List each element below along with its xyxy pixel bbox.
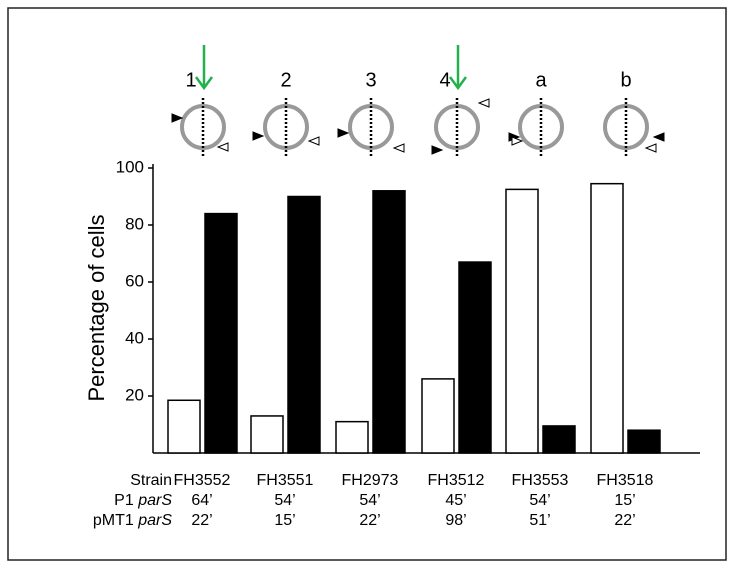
bar [459, 262, 491, 453]
bar [336, 422, 368, 453]
pars-marker [338, 129, 348, 137]
bar [205, 214, 237, 453]
table-cell: 45’ [445, 492, 466, 509]
table-cell: 54’ [529, 492, 550, 509]
x-tick-label: FH3518 [597, 472, 654, 489]
y-tick-label: 40 [125, 328, 144, 347]
row-label: P1 parS [114, 492, 172, 509]
diagram-label: b [620, 69, 631, 91]
pars-marker [646, 144, 656, 152]
bar [628, 430, 660, 453]
row-label-italic: parS [137, 512, 172, 529]
row-label-name: P1 [114, 492, 134, 509]
pars-marker [394, 144, 404, 152]
x-tick-label: FH3512 [428, 472, 485, 489]
table-cell: 54’ [274, 492, 295, 509]
row-label: pMT1 parS [93, 512, 172, 529]
y-tick-label: 20 [125, 385, 144, 404]
x-tick-label: FH3553 [512, 472, 569, 489]
diagram-label: 2 [280, 69, 291, 91]
pars-marker [479, 99, 489, 107]
pars-marker [309, 137, 319, 145]
bar [288, 197, 320, 454]
bar [168, 400, 200, 453]
pars-marker [172, 114, 182, 122]
row-label-name: pMT1 [93, 512, 134, 529]
bar [251, 416, 283, 453]
table-cell: 22’ [191, 512, 212, 529]
pars-marker [253, 132, 263, 140]
x-tick-label: FH3552 [174, 472, 231, 489]
table-cell: 22’ [614, 512, 635, 529]
bar [373, 191, 405, 453]
table-cell: 64’ [191, 492, 212, 509]
y-tick-label: 100 [116, 157, 144, 176]
diagram-label: 1 [185, 69, 196, 91]
pars-marker [218, 143, 228, 151]
table-cell: 22’ [359, 512, 380, 529]
x-tick-label: FH2973 [342, 472, 399, 489]
pars-marker [654, 133, 664, 141]
y-tick-label: 60 [125, 271, 144, 290]
x-axis-label: Strain [130, 472, 172, 489]
row-label-italic: parS [137, 492, 172, 509]
table-cell: 15’ [274, 512, 295, 529]
bar [591, 184, 623, 453]
figure: Percentage of cells Strain 20 40 60 80 100 FH… [0, 0, 734, 569]
bar [543, 426, 575, 453]
table-cell: 98’ [445, 512, 466, 529]
diagram-label: a [535, 69, 547, 91]
bar [506, 189, 538, 453]
y-tick-label: 80 [125, 214, 144, 233]
table-cell: 51’ [529, 512, 550, 529]
pars-marker [432, 146, 442, 154]
diagram-label: 3 [365, 69, 376, 91]
table-cell: 15’ [614, 492, 635, 509]
table-cell: 54’ [359, 492, 380, 509]
diagram-label: 4 [439, 69, 450, 91]
bar [422, 379, 454, 453]
y-axis-label: Percentage of cells [84, 214, 109, 401]
x-tick-label: FH3551 [257, 472, 314, 489]
